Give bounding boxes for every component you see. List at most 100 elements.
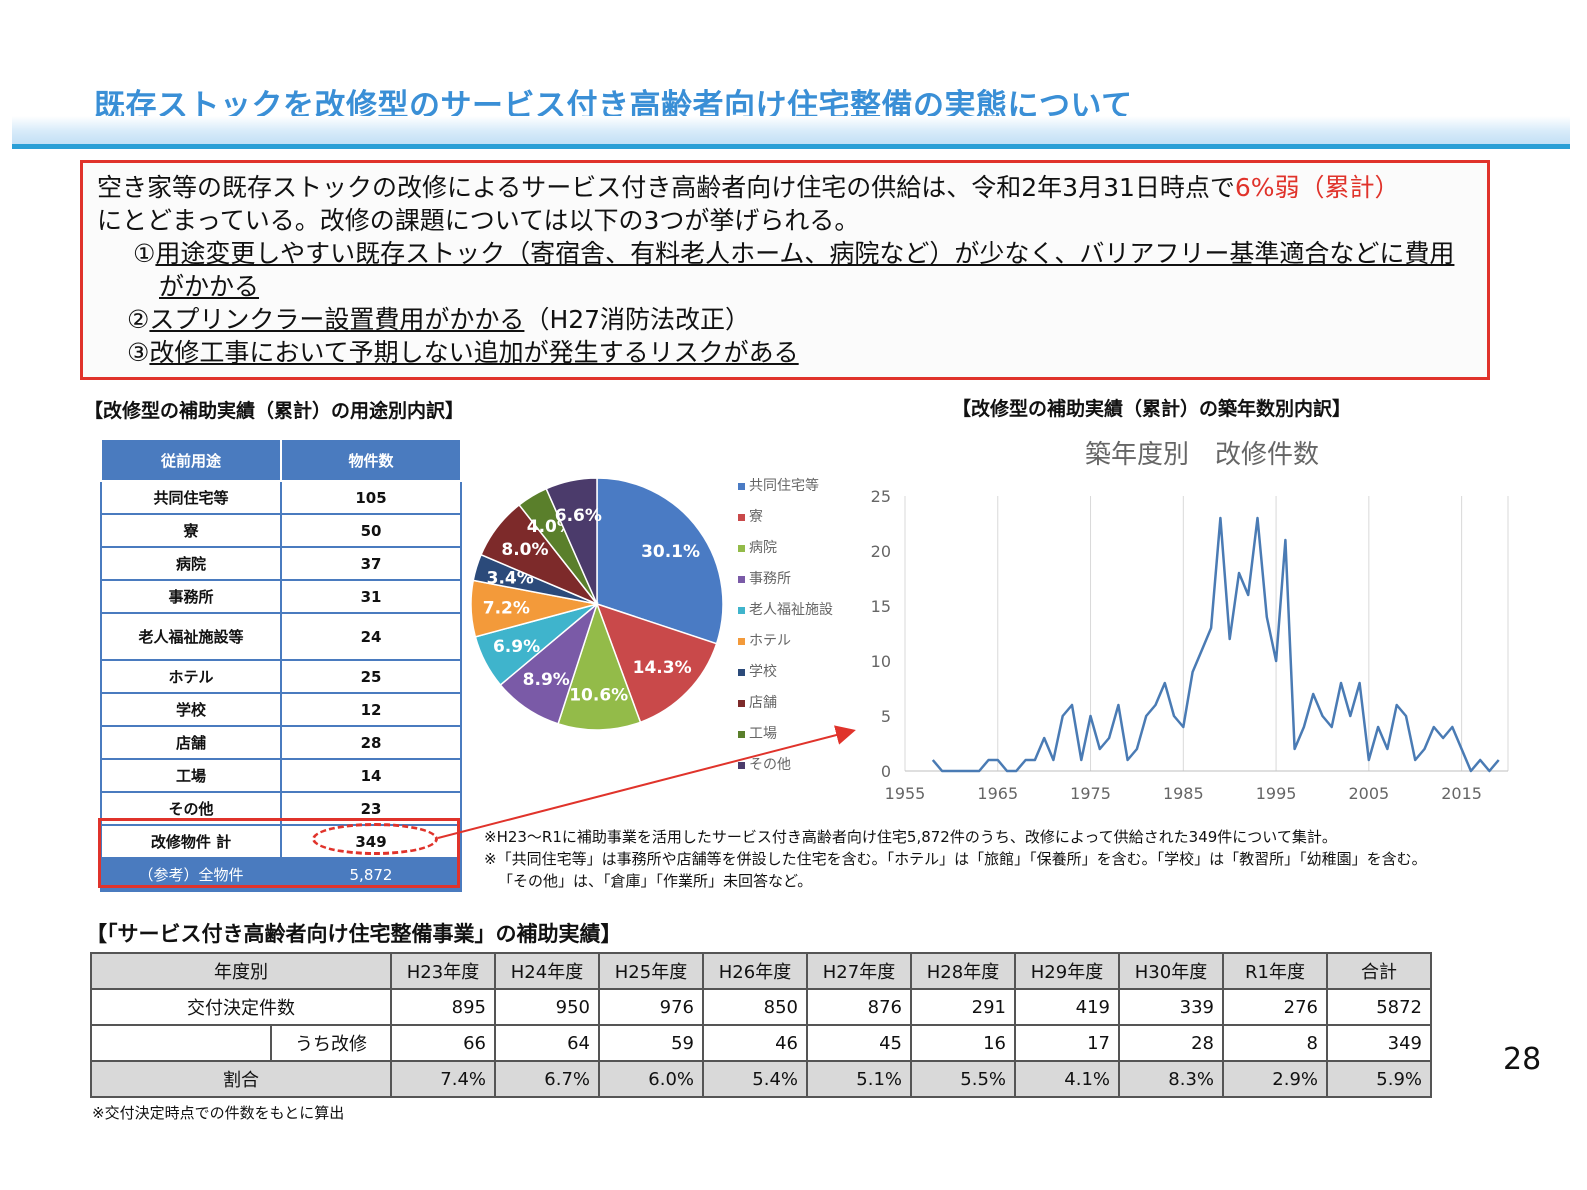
cell: 66 bbox=[390, 1024, 496, 1062]
use-label: 店舗 bbox=[100, 725, 282, 760]
pie-data-label: 10.6% bbox=[569, 686, 628, 706]
cell: 7.4% bbox=[390, 1060, 496, 1098]
row-label: 交付決定件数 bbox=[90, 988, 392, 1026]
legend-swatch bbox=[738, 638, 745, 645]
table-row: 工場 14 bbox=[100, 758, 462, 793]
cell: 5.9% bbox=[1326, 1060, 1432, 1098]
legend-swatch bbox=[738, 762, 745, 769]
use-label: ホテル bbox=[100, 659, 282, 694]
cell: 28 bbox=[1118, 1024, 1224, 1062]
legend-label: 工場 bbox=[749, 726, 777, 742]
legend-label: 老人福祉施設 bbox=[749, 602, 833, 618]
cell: 950 bbox=[494, 988, 600, 1026]
use-value: 105 bbox=[280, 480, 462, 515]
year-header: H26年度 bbox=[702, 952, 808, 990]
year-header: H28年度 bbox=[910, 952, 1016, 990]
title-underline bbox=[12, 144, 1570, 149]
x-tick-label: 1985 bbox=[1163, 784, 1204, 803]
pie-data-label: 7.2% bbox=[483, 598, 530, 618]
cell: 4.1% bbox=[1014, 1060, 1120, 1098]
table-row: 病院 37 bbox=[100, 546, 462, 581]
use-label: 工場 bbox=[100, 758, 282, 793]
cell: 6.0% bbox=[598, 1060, 704, 1098]
y-tick-label: 25 bbox=[871, 487, 891, 506]
use-value: 28 bbox=[280, 725, 462, 760]
pie-slice bbox=[596, 477, 724, 645]
legend-swatch bbox=[738, 731, 745, 738]
cell: 419 bbox=[1014, 988, 1120, 1026]
year-header: H25年度 bbox=[598, 952, 704, 990]
legend-label: 寮 bbox=[749, 508, 763, 525]
legend-label: 学校 bbox=[749, 663, 777, 680]
cell: 46 bbox=[702, 1024, 808, 1062]
cell: 850 bbox=[702, 988, 808, 1026]
table-row: 共同住宅等 105 bbox=[100, 480, 462, 515]
cell: 8 bbox=[1222, 1024, 1328, 1062]
legend-label: 病院 bbox=[749, 540, 777, 556]
legend-label: ホテル bbox=[749, 633, 791, 649]
issue-1-number: ① bbox=[133, 239, 156, 268]
cell: 349 bbox=[1326, 1024, 1432, 1062]
table-row: ホテル 25 bbox=[100, 659, 462, 694]
cell: 895 bbox=[390, 988, 496, 1026]
cell: 17 bbox=[1014, 1024, 1120, 1062]
summary-line-1: 空き家等の既存ストックの改修によるサービス付き高齢者向け住宅の供給は、令和2年3… bbox=[97, 171, 1473, 204]
year-header: 合計 bbox=[1326, 952, 1432, 990]
cell: 5872 bbox=[1326, 988, 1432, 1026]
y-tick-label: 10 bbox=[871, 652, 891, 671]
legend-swatch bbox=[738, 576, 745, 583]
legend-swatch bbox=[738, 545, 745, 552]
summary-line-2: にとどまっている。改修の課題については以下の3つが挙げられる。 bbox=[97, 206, 860, 235]
year-header: R1年度 bbox=[1222, 952, 1328, 990]
use-label: 学校 bbox=[100, 692, 282, 727]
y-tick-label: 20 bbox=[871, 542, 891, 561]
cell: 5.1% bbox=[806, 1060, 912, 1098]
year-header: H27年度 bbox=[806, 952, 912, 990]
use-table: 従前用途 物件数 共同住宅等 105 寮 50 病院 37 事務所 31 老人福祉施設等… bbox=[100, 438, 462, 892]
year-header: H30年度 bbox=[1118, 952, 1224, 990]
subsidy-table: 年度別 H23年度 H24年度 H25年度 H26年度 H27年度 H28年度 … bbox=[90, 952, 1432, 1098]
note-2: ※「共同住宅等」は事務所や店舗等を併設した住宅を含む。「ホテル」は「旅館」「保養… bbox=[484, 850, 1427, 868]
subsidy-heading: 【「サービス付き高齢者向け住宅整備事業」の補助実績】 bbox=[86, 922, 622, 946]
row-indent bbox=[90, 1024, 271, 1062]
legend-label: その他 bbox=[749, 757, 791, 773]
cell: 5.5% bbox=[910, 1060, 1016, 1098]
cell: 291 bbox=[910, 988, 1016, 1026]
summary-box: 空き家等の既存ストックの改修によるサービス付き高齢者向け住宅の供給は、令和2年3… bbox=[80, 160, 1490, 380]
use-header-count: 物件数 bbox=[280, 438, 462, 482]
total-highlight-ellipse bbox=[312, 823, 438, 855]
legend-label: 店舗 bbox=[749, 695, 777, 711]
table-row: 交付決定件数 895 950 976 850 876 291 419 339 2… bbox=[90, 988, 1432, 1026]
y-tick-label: 5 bbox=[881, 707, 891, 726]
summary-text-1: 空き家等の既存ストックの改修によるサービス付き高齢者向け住宅の供給は、令和2年3… bbox=[97, 173, 1235, 202]
use-value: 31 bbox=[280, 579, 462, 614]
x-tick-label: 1965 bbox=[977, 784, 1018, 803]
use-breakdown-heading: 【改修型の補助実績（累計）の用途別内訳】 bbox=[84, 400, 465, 422]
use-label: 事務所 bbox=[100, 579, 282, 614]
legend-swatch bbox=[738, 669, 745, 676]
legend-swatch bbox=[738, 607, 745, 614]
use-pie-chart: 30.1%14.3%10.6%8.9%6.9%7.2%3.4%8.0%4.0%6… bbox=[470, 477, 833, 773]
x-tick-label: 1975 bbox=[1070, 784, 1111, 803]
y-tick-label: 0 bbox=[881, 762, 891, 781]
pie-data-label: 6.9% bbox=[493, 637, 540, 657]
cell: 339 bbox=[1118, 988, 1224, 1026]
legend-swatch bbox=[738, 483, 745, 490]
pie-data-label: 8.0% bbox=[501, 540, 548, 560]
subsidy-header-label: 年度別 bbox=[90, 952, 392, 990]
issue-1-text: 用途変更しやすい既存ストック（寄宿舎、有料老人ホーム、病院など）が少なく、バリア… bbox=[155, 239, 1455, 268]
issue-2-note: （H27消防法改正） bbox=[524, 305, 751, 334]
pie-data-label: 8.9% bbox=[523, 670, 570, 690]
table-row: 学校 12 bbox=[100, 692, 462, 727]
table-row: うち改修 66 64 59 46 45 16 17 28 8 349 bbox=[90, 1024, 1432, 1062]
cell: 16 bbox=[910, 1024, 1016, 1062]
issue-3-number: ③ bbox=[127, 338, 150, 367]
table-row: 寮 50 bbox=[100, 513, 462, 548]
cell: 5.4% bbox=[702, 1060, 808, 1098]
use-value: 24 bbox=[280, 612, 462, 661]
notes: ※H23～R1に補助事業を活用したサービス付き高齢者向け住宅5,872件のうち、… bbox=[484, 826, 1427, 892]
issue-1-cont: がかかる bbox=[97, 270, 1473, 303]
pie-slice bbox=[545, 477, 598, 605]
cell: 876 bbox=[806, 988, 912, 1026]
pie-data-label: 3.4% bbox=[487, 569, 534, 589]
